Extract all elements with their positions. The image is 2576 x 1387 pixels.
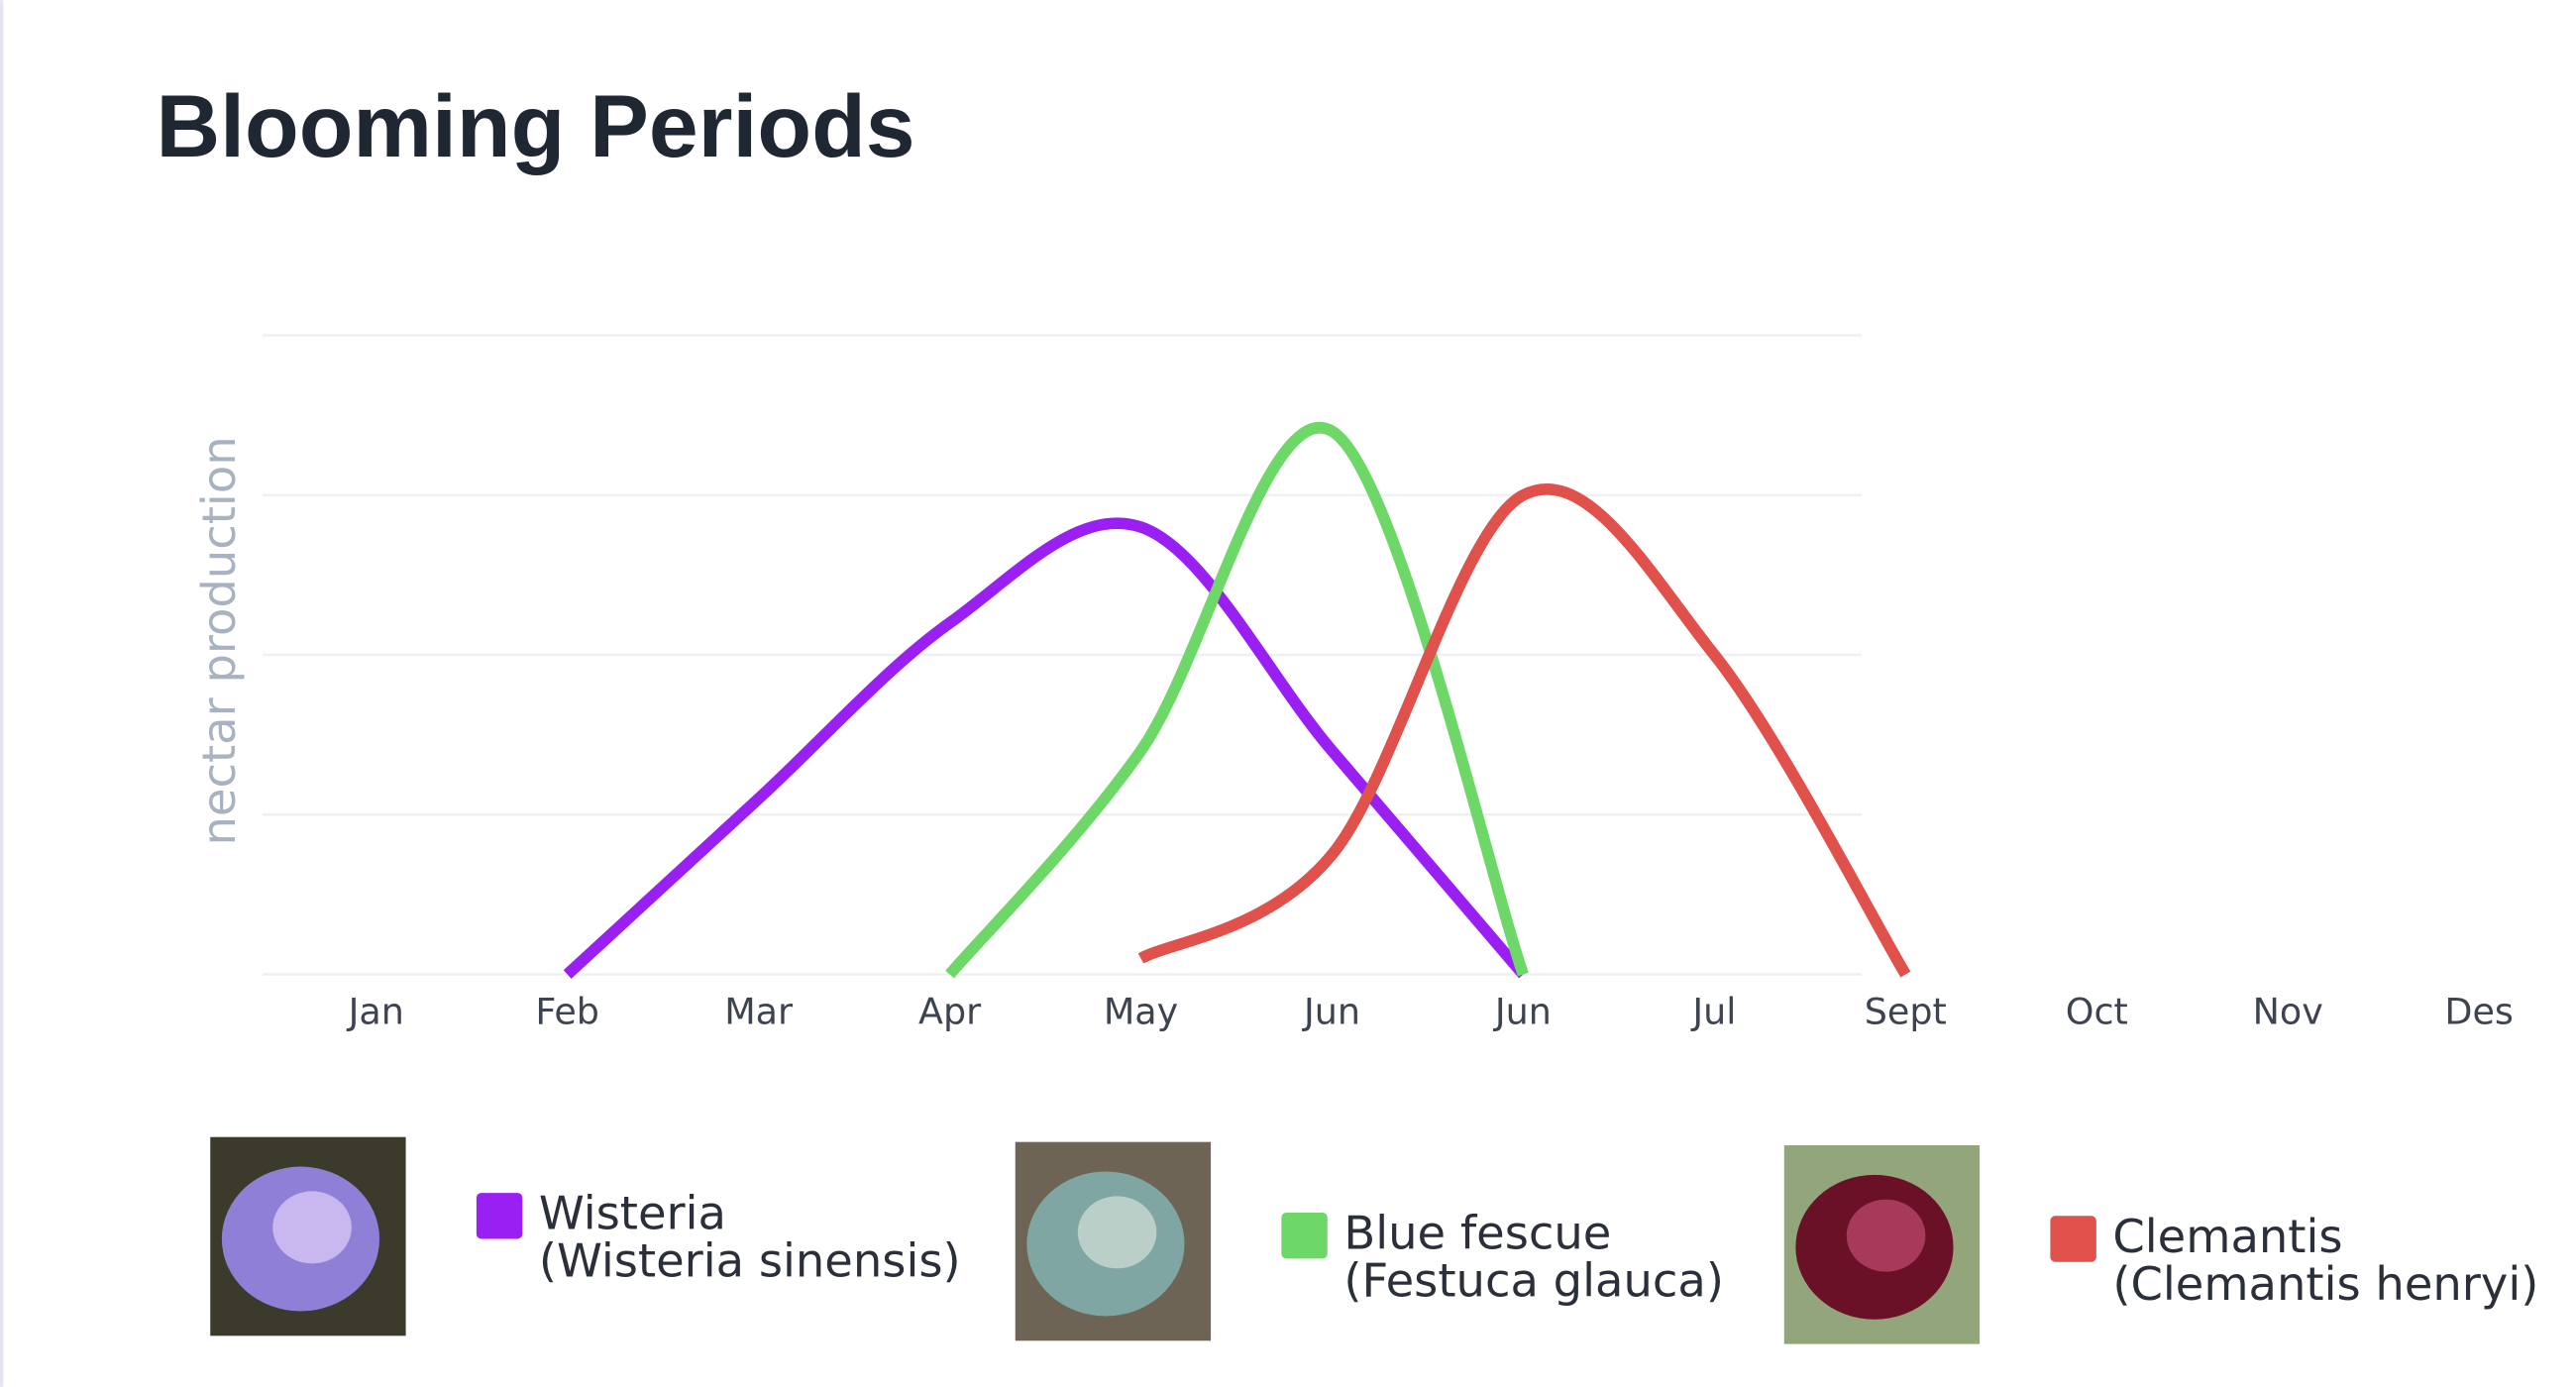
legend-photo-detail bbox=[272, 1191, 352, 1264]
series-line bbox=[945, 422, 1529, 979]
x-tick-label: Sept bbox=[1865, 990, 1947, 1032]
x-axis: Jan Feb Mar Apr May Jun Jun Jul Sept Oct Nov Des bbox=[347, 990, 2514, 1032]
x-tick-label: Mar bbox=[724, 990, 793, 1032]
legend-swatch bbox=[1281, 1212, 1328, 1259]
x-tick-label: Nov bbox=[2253, 990, 2323, 1032]
legend-label: Wisteria bbox=[539, 1187, 726, 1240]
x-tick-label: May bbox=[1104, 990, 1178, 1032]
legend-label: Blue fescue bbox=[1343, 1206, 1611, 1259]
legend-photo-detail bbox=[1077, 1196, 1157, 1269]
lines bbox=[563, 422, 1911, 979]
x-tick-label: Oct bbox=[2066, 990, 2128, 1032]
x-tick-label: Jun bbox=[1302, 990, 1360, 1032]
series-line bbox=[1137, 483, 1911, 978]
x-tick-label: Apr bbox=[918, 990, 981, 1032]
legend-sublabel: (Wisteria sinensis) bbox=[539, 1234, 961, 1288]
x-tick-label: Jun bbox=[1493, 990, 1552, 1032]
x-tick-label: Des bbox=[2444, 990, 2514, 1032]
legend: Wisteria(Wisteria sinensis) Blue fescue(F… bbox=[210, 1136, 2538, 1344]
grid bbox=[263, 334, 1862, 976]
y-axis-label: nectar production bbox=[192, 436, 246, 845]
chart-title: Blooming Periods bbox=[157, 76, 915, 175]
legend-swatch bbox=[476, 1193, 523, 1239]
legend-label: Clemantis bbox=[2112, 1210, 2342, 1263]
legend-photo-detail bbox=[1846, 1199, 1926, 1272]
legend-sublabel: (Clemantis henryi) bbox=[2112, 1257, 2538, 1311]
x-tick-label: Feb bbox=[535, 990, 599, 1032]
legend-swatch bbox=[2050, 1216, 2096, 1262]
x-tick-label: Jan bbox=[347, 990, 404, 1032]
x-tick-label: Jul bbox=[1690, 990, 1736, 1032]
legend-sublabel: (Festuca glauca) bbox=[1343, 1254, 1724, 1308]
